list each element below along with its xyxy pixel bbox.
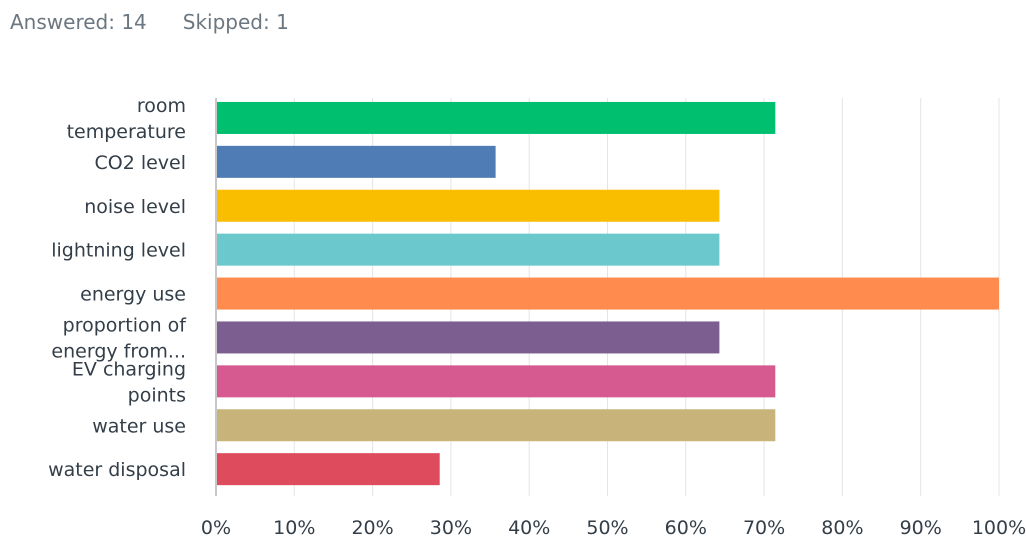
tick-label: 10% — [273, 517, 315, 539]
bar — [217, 409, 776, 442]
bar — [217, 145, 496, 178]
tick-label: 90% — [900, 517, 942, 539]
bars — [217, 101, 999, 486]
skipped-count: Skipped: 1 — [182, 10, 289, 34]
bar — [217, 189, 720, 222]
tick-label: 80% — [821, 517, 863, 539]
bar — [217, 101, 776, 134]
category-label: temperature — [67, 121, 186, 143]
category-labels: room temperature CO2 level noise level light… — [48, 95, 187, 481]
category-label: water use — [92, 415, 186, 437]
bar — [217, 277, 999, 310]
tick-label: 30% — [430, 517, 472, 539]
answered-count: Answered: 14 — [10, 10, 147, 34]
response-summary: Answered: 14 Skipped: 1 — [10, 10, 289, 36]
tick-label: 40% — [508, 517, 550, 539]
category-label: EV charging — [72, 358, 186, 380]
category-label: noise level — [84, 196, 186, 218]
category-label: points — [128, 384, 186, 406]
tick-label: 60% — [665, 517, 707, 539]
category-label: lightning level — [51, 240, 186, 262]
x-axis-ticks: 0% 10% 20% 30% 40% 50% 60% 70% 80% 90% 100% — [201, 517, 1026, 539]
bar — [217, 233, 720, 266]
tick-label: 20% — [351, 517, 393, 539]
tick-label: 50% — [586, 517, 628, 539]
category-label: energy from... — [51, 340, 186, 362]
bar — [217, 365, 776, 398]
bar — [217, 453, 440, 486]
category-label: water disposal — [48, 459, 186, 481]
category-label: CO2 level — [94, 152, 186, 174]
category-label: proportion of — [63, 314, 188, 336]
bar — [217, 321, 720, 354]
category-label: energy use — [80, 284, 186, 306]
tick-label: 100% — [972, 517, 1026, 539]
tick-label: 70% — [743, 517, 785, 539]
tick-label: 0% — [201, 517, 231, 539]
category-label: room — [137, 95, 186, 117]
